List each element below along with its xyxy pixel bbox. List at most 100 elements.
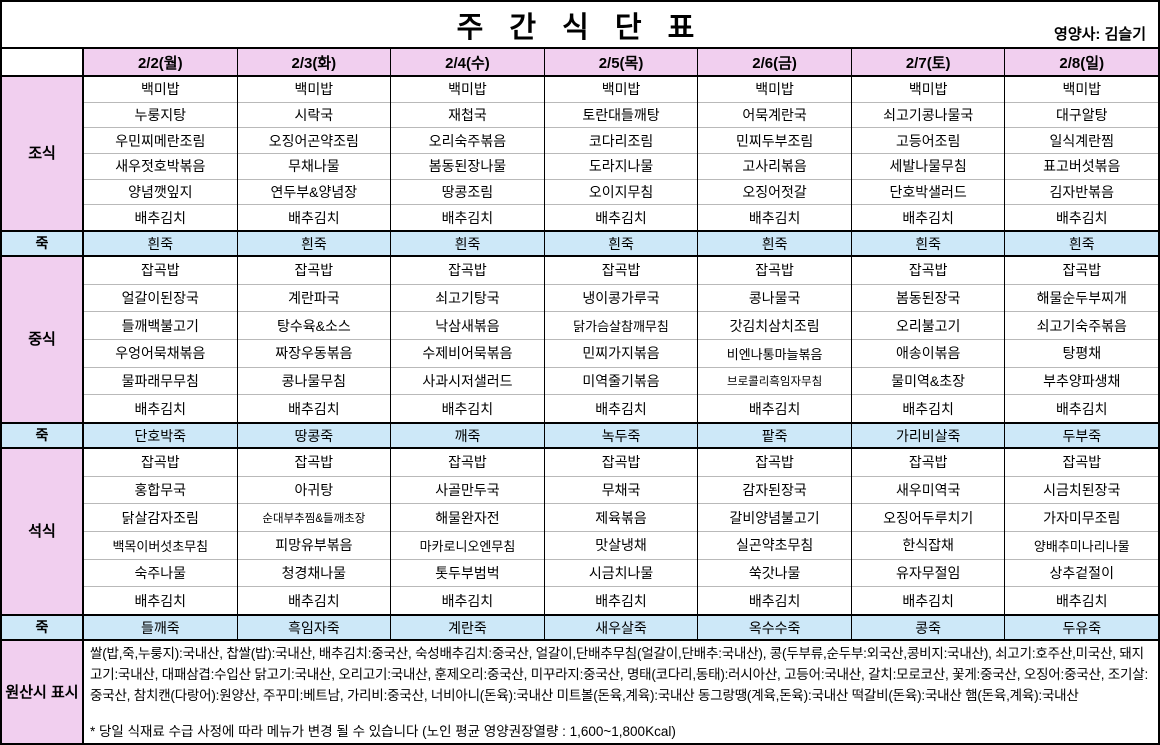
menu-item: 세발나물무침 (851, 153, 1005, 179)
menu-item: 양념깻잎지 (84, 178, 237, 205)
menu-item: 잡곡밥 (294, 454, 334, 471)
porridge-cell: 흰죽 (697, 232, 851, 255)
porridge-cell: 들깨죽 (84, 616, 237, 639)
menu-item: 잡곡밥 (908, 454, 948, 471)
menu-item: 냉이콩가루국 (544, 283, 698, 312)
corner-cell (2, 49, 84, 75)
menu-item: 땅콩조림 (391, 178, 544, 205)
menu-item: 배추김치 (391, 586, 544, 614)
menu-item: 무채나물 (237, 153, 391, 179)
menu-item: 마카로니오엔무침 (391, 531, 544, 559)
menu-item: 오이지무침 (544, 178, 698, 205)
menu-item: 배추김치 (237, 394, 391, 422)
menu-item: 대구알탕 (1005, 101, 1159, 128)
menu-day-cell: 백미밥 누룽지탕 우민찌메란조림 새우젓호박볶음 양념깻잎지 배추김치 (84, 77, 237, 230)
porridge-cell: 흰죽 (390, 232, 544, 255)
porridge-cell: 단호박죽 (84, 424, 237, 447)
day-header: 2/3(화) (236, 49, 391, 75)
porridge-cell: 옥수수죽 (697, 616, 851, 639)
menu-item: 배추김치 (851, 394, 1005, 422)
origin-content-cell: 쌀(밥,죽,누룽지):국내산, 찹쌀(밥):국내산, 배추김치:중국산, 숙성배… (84, 641, 1158, 743)
menu-item: 쇠고기숙주볶음 (1005, 311, 1159, 339)
menu-item: 브로콜리흑임자무침 (698, 366, 851, 395)
porridge-cell: 팥죽 (697, 424, 851, 447)
menu-day-cell: 잡곡밥 콩나물국 갓김치삼치조림 비엔나통마늘볶음 브로콜리흑임자무침 배추김치 (697, 257, 851, 422)
menu-item: 잡곡밥 (140, 262, 180, 279)
menu-item: 해물완자전 (391, 503, 544, 531)
menu-item: 잡곡밥 (448, 454, 487, 471)
menu-item: 들깨백불고기 (84, 311, 237, 339)
menu-item: 콩나물국 (698, 283, 851, 312)
menu-item: 배추김치 (544, 394, 698, 422)
menu-day-cell: 잡곡밥 냉이콩가루국 닭가슴살참깨무침 민찌가지볶음 미역줄기볶음 배추김치 (543, 257, 698, 422)
page-title: 주 간 식 단 표 (456, 11, 704, 44)
porridge-cell: 가리비살죽 (850, 424, 1005, 447)
menu-day-cell: 백미밥 시락국 오징어곤약조림 무채나물 연두부&양념장 배추김치 (236, 77, 391, 230)
day-header: 2/2(월) (84, 49, 237, 75)
menu-item: 표고버섯볶음 (1005, 153, 1159, 179)
menu-item: 애송이볶음 (851, 339, 1005, 367)
menu-item: 배추김치 (84, 394, 237, 422)
menu-item: 우엉어묵채볶음 (84, 339, 237, 367)
meal-section-row: 석식 잡곡밥 홍합무국 닭살감자조림 백목이버섯초무침 숙주나물 배추김치 잡곡밥 아귀탕 순대부… (2, 447, 1159, 614)
day-header: 2/6(금) (697, 49, 851, 75)
meal-section-row: 조식 백미밥 누룽지탕 우민찌메란조림 새우젓호박볶음 양념깻잎지 배추김치 백미밥 시락국 오징… (2, 75, 1159, 230)
menu-item: 물파래무무침 (84, 366, 237, 395)
porridge-row: 죽 흰죽 흰죽 흰죽 흰죽 흰죽 흰죽 흰죽 (2, 230, 1159, 255)
porridge-cell: 흰죽 (543, 232, 698, 255)
menu-item: 토란대들깨탕 (544, 101, 698, 128)
meal-section-row: 중식 잡곡밥 얼갈이된장국 들깨백불고기 우엉어묵채볶음 물파래무무침 배추김치 잡곡밥 계란파… (2, 255, 1159, 422)
menu-day-cell: 잡곡밥 새우미역국 오징어두루치기 한식잡채 유자무절임 배추김치 (850, 449, 1005, 614)
menu-item: 톳두부범벅 (391, 558, 544, 587)
menu-item: 배추김치 (698, 586, 851, 614)
menu-day-cell: 잡곡밥 아귀탕 순대부추찜&들깨초장 피망유부볶음 청경채나물 배추김치 (236, 449, 391, 614)
menu-item: 배추김치 (851, 586, 1005, 614)
menu-item: 코다리조림 (544, 127, 698, 153)
menu-day-cell: 잡곡밥 무채국 제육볶음 맛살냉채 시금치나물 배추김치 (543, 449, 698, 614)
menu-day-cell: 잡곡밥 사골만두국 해물완자전 마카로니오엔무침 톳두부범벅 배추김치 (390, 449, 544, 614)
menu-item: 연두부&양념장 (237, 178, 391, 205)
menu-item: 잡곡밥 (601, 262, 641, 279)
menu-item: 아귀탕 (237, 475, 391, 504)
menu-item: 물미역&초장 (851, 366, 1005, 395)
section-label: 석식 (2, 449, 84, 614)
menu-item: 배추김치 (698, 394, 851, 422)
menu-day-cell: 잡곡밥 감자된장국 갈비양념불고기 실곤약초무침 쑥갓나물 배추김치 (697, 449, 851, 614)
menu-item: 잡곡밥 (140, 454, 180, 471)
menu-item: 오징어곤약조림 (237, 127, 391, 153)
menu-item: 닭살감자조림 (84, 503, 237, 531)
menu-item: 배추김치 (84, 204, 237, 230)
menu-item: 잡곡밥 (1062, 262, 1102, 279)
header-row: 2/2(월) 2/3(화) 2/4(수) 2/5(목) 2/6(금) 2/7(토) 2/8(… (2, 49, 1159, 75)
menu-item: 피망유부볶음 (237, 531, 391, 559)
menu-item: 쇠고기탕국 (391, 283, 544, 312)
porridge-cell: 흰죽 (1004, 232, 1159, 255)
menu-item: 시락국 (237, 101, 391, 128)
origin-text: 쌀(밥,죽,누룽지):국내산, 찹쌀(밥):국내산, 배추김치:중국산, 숙성배… (90, 646, 1149, 703)
menu-day-cell: 잡곡밥 봄동된장국 오리불고기 애송이볶음 물미역&초장 배추김치 (850, 257, 1005, 422)
menu-day-cell: 잡곡밥 해물순두부찌개 쇠고기숙주볶음 탕평채 부추양파생채 배추김치 (1004, 257, 1159, 422)
menu-item: 제육볶음 (544, 503, 698, 531)
day-header: 2/5(목) (543, 49, 698, 75)
origin-row: 원산시 표시 쌀(밥,죽,누룽지):국내산, 찹쌀(밥):국내산, 배추김치:중… (2, 639, 1158, 743)
menu-item: 탕수육&소스 (237, 311, 391, 339)
menu-item: 어묵계란국 (698, 101, 851, 128)
menu-item: 청경채나물 (237, 558, 391, 587)
menu-item: 백미밥 (755, 81, 794, 98)
menu-item: 백미밥 (1062, 81, 1102, 98)
menu-item: 배추김치 (391, 204, 544, 230)
menu-item: 단호박샐러드 (851, 178, 1005, 205)
menu-item: 한식잡채 (851, 531, 1005, 559)
menu-item: 김자반볶음 (1005, 178, 1159, 205)
menu-day-cell: 백미밥 재첩국 오리숙주볶음 봄동된장나물 땅콩조림 배추김치 (390, 77, 544, 230)
menu-item: 가자미무조림 (1005, 503, 1159, 531)
menu-item: 배추김치 (237, 586, 391, 614)
menu-item: 시금치된장국 (1005, 475, 1159, 504)
day-header: 2/4(수) (390, 49, 544, 75)
porridge-cell: 두부죽 (1004, 424, 1159, 447)
menu-item: 갓김치삼치조림 (698, 311, 851, 339)
menu-item: 잡곡밥 (601, 454, 641, 471)
title-bar: 주 간 식 단 표 영양사: 김슬기 (2, 2, 1158, 47)
menu-item: 오징어젓갈 (698, 178, 851, 205)
menu-item: 잡곡밥 (294, 262, 334, 279)
